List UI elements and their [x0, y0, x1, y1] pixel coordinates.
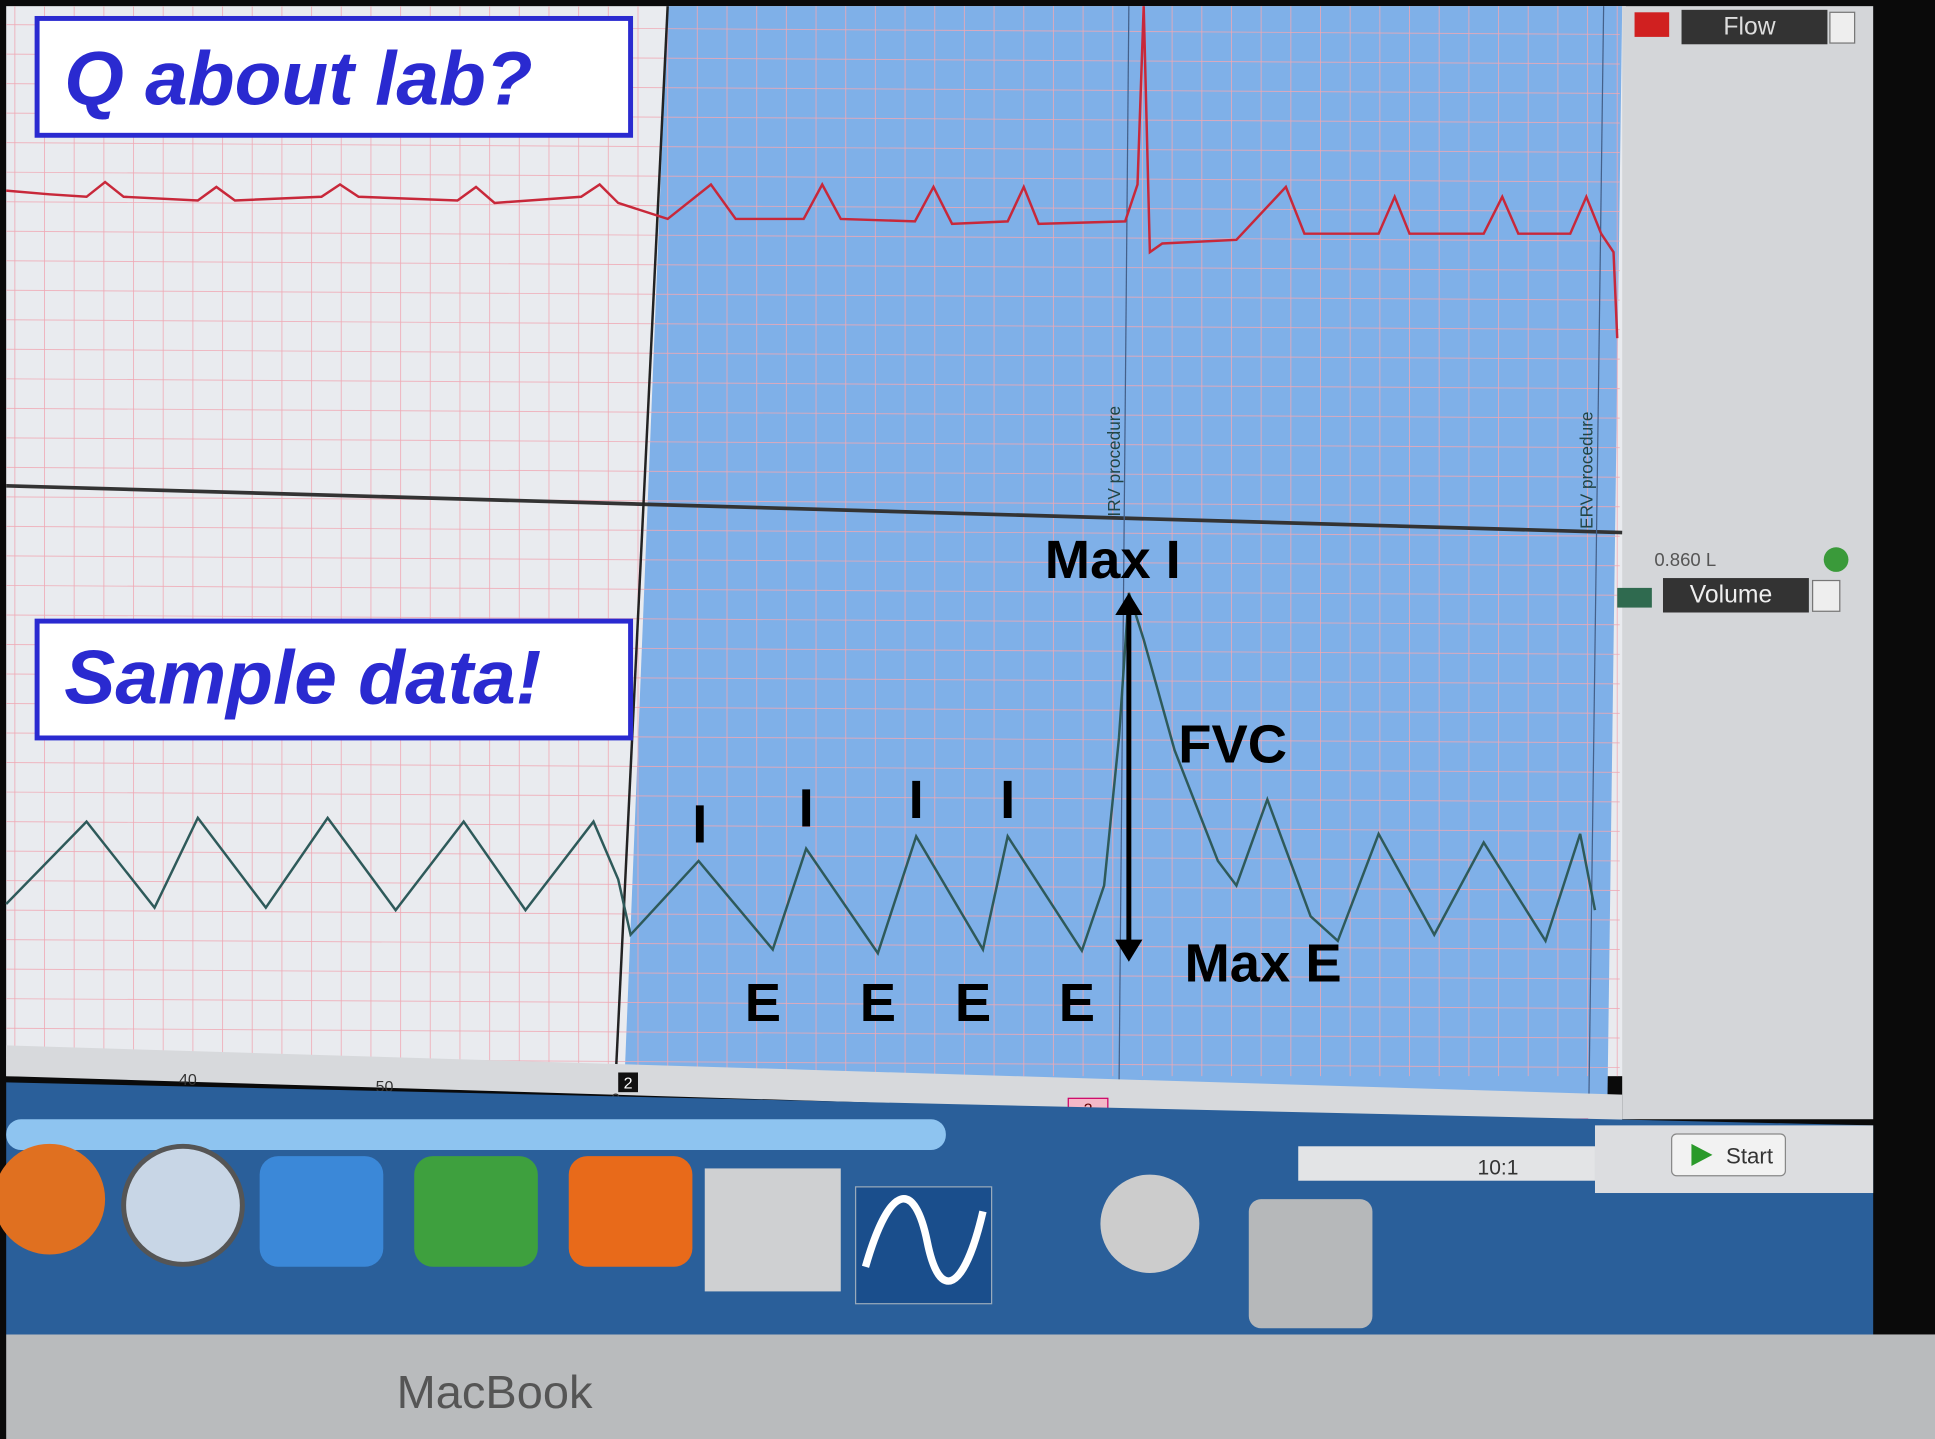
- event-line: [1588, 6, 1605, 1107]
- annotation-text: Q about lab?: [64, 37, 532, 122]
- grid-line: [6, 909, 1620, 921]
- powerpoint-icon[interactable]: [568, 1156, 693, 1267]
- trash-icon[interactable]: [1248, 1199, 1373, 1329]
- system-icon[interactable]: [704, 1168, 841, 1292]
- annotation-box: [34, 618, 634, 741]
- annotation-box: [34, 15, 634, 138]
- grid-line: [6, 289, 1620, 301]
- firefox-icon[interactable]: [0, 1143, 106, 1255]
- grid-line: [6, 614, 1620, 626]
- volume-menu[interactable]: [1662, 578, 1809, 613]
- marker: [618, 1072, 638, 1093]
- pane-divider: [6, 483, 1623, 535]
- mail-icon[interactable]: [1100, 1174, 1200, 1273]
- logger-icon[interactable]: [854, 1186, 993, 1305]
- grid-line: [6, 850, 1620, 862]
- logger-wave: [861, 1195, 987, 1285]
- marker-label: 2: [624, 1075, 633, 1093]
- grid-line: [6, 378, 1620, 390]
- grid-line: [6, 201, 1620, 213]
- grid-line: [6, 496, 1620, 508]
- max-i-label: Max I: [1045, 530, 1181, 590]
- fvc-label: FVC: [1178, 715, 1287, 775]
- i-label: I: [909, 770, 924, 830]
- scroll-bar[interactable]: [6, 1119, 946, 1150]
- status-icon: [1823, 547, 1849, 572]
- grid-line: [6, 998, 1620, 1010]
- grid-line: [6, 555, 1620, 567]
- dropdown[interactable]: [1811, 579, 1841, 612]
- brand: MacBook: [397, 1366, 593, 1418]
- grid-line: [6, 968, 1620, 980]
- e-label: E: [1059, 973, 1095, 1033]
- flow-menu[interactable]: [1681, 9, 1828, 45]
- grid-line: [6, 171, 1620, 183]
- flow-color: [1634, 12, 1670, 37]
- grid-line: [6, 466, 1620, 478]
- e-label: E: [955, 973, 991, 1033]
- cursor-line: [614, 6, 669, 1077]
- time-tick-label: 40: [179, 1071, 197, 1089]
- volume-trace: [5, 592, 1597, 956]
- grid-line: [6, 437, 1620, 449]
- grid-line: [6, 407, 1620, 419]
- volume-reading: 0.860 L: [1654, 549, 1716, 570]
- grid-line: [6, 791, 1620, 803]
- arrow-head: [1115, 939, 1143, 962]
- grid: [6, 6, 1620, 1077]
- start-button[interactable]: [1671, 1133, 1787, 1177]
- event-label: IRV procedure: [1104, 406, 1124, 517]
- event-line: [1118, 6, 1130, 1095]
- event-label: ERV procedure: [1576, 412, 1596, 529]
- word-icon[interactable]: [259, 1156, 384, 1267]
- grid-line: [6, 525, 1620, 537]
- time-axis: [6, 1045, 1623, 1126]
- grid-line: [6, 821, 1620, 832]
- e-label: E: [745, 973, 781, 1033]
- play-icon: [1691, 1143, 1713, 1166]
- arrow-head: [1115, 592, 1143, 615]
- i-label: I: [1000, 770, 1015, 830]
- grid-line: [6, 260, 1620, 272]
- volume-color: [1617, 587, 1652, 608]
- excel-icon[interactable]: [414, 1156, 538, 1267]
- max-e-label: Max E: [1184, 934, 1341, 994]
- grid-line: [6, 584, 1620, 596]
- safari-icon[interactable]: [121, 1143, 245, 1267]
- dropdown[interactable]: [1829, 11, 1856, 44]
- toolbar: [1298, 1146, 1595, 1181]
- grid-line: [6, 230, 1620, 242]
- i-label: I: [692, 795, 707, 855]
- grid-line: [6, 939, 1620, 950]
- grid-line: [6, 1027, 1620, 1039]
- grid-line: [6, 319, 1620, 331]
- annotation-text: Sample data!: [64, 636, 541, 721]
- grid-line: [6, 762, 1620, 773]
- flow-label: Flow: [1723, 13, 1775, 40]
- i-label: I: [799, 779, 814, 839]
- flow-trace: [6, 6, 1619, 339]
- grid-line: [6, 880, 1620, 891]
- bezel: [6, 1334, 1935, 1439]
- e-label: E: [860, 973, 896, 1033]
- zoom-label: 10:1: [1478, 1157, 1519, 1180]
- grid-line: [6, 142, 1620, 154]
- grid-line: [6, 348, 1620, 360]
- volume-label: Volume: [1690, 582, 1772, 609]
- start-label: Start: [1726, 1144, 1773, 1169]
